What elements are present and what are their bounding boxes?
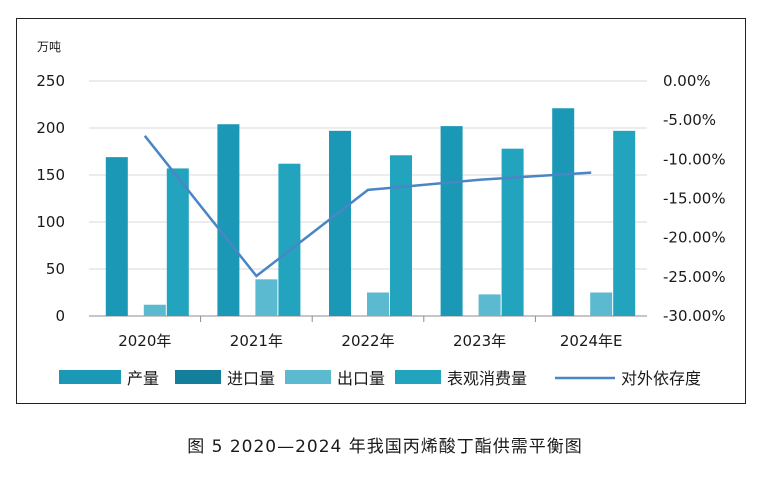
x-tick-label: 2022年 [341,332,394,350]
bar-表观消费量 [166,168,189,316]
y-left-tick-label: 0 [55,307,65,325]
line-对外依存度 [143,135,592,278]
y-right-tick-label: -25.00% [663,268,726,286]
y-left-tick-label: 150 [36,166,65,184]
bar-产量 [217,124,240,317]
y-left-tick-label: 200 [36,119,65,137]
bar-出口量 [478,294,501,316]
bar-表观消费量 [390,155,412,316]
bar-表观消费量 [278,163,301,316]
x-tick-label: 2023年 [453,332,506,350]
bar-出口量 [367,292,389,316]
bar-表观消费量 [613,130,636,316]
y-right-tick-label: -10.00% [663,150,726,168]
legend-label: 出口量 [337,369,385,388]
legend-swatch [59,370,121,384]
bar-出口量 [255,279,278,316]
legend-label: 对外依存度 [621,369,701,388]
y-right-tick-label: -5.00% [663,111,716,129]
bar-产量 [440,126,463,317]
chart-frame: 0 50 100 150 200 250 0.00% -5.00% -10.00% -15.00%… [16,18,746,404]
figure-caption: 图 5 2020—2024 年我国丙烯酸丁酯供需平衡图 [187,437,583,457]
y-left-unit-label: 万吨 [37,40,61,54]
y-right-tick-label: -15.00% [663,190,726,208]
y-left-tick-label: 100 [36,213,65,231]
y-left-tick-label: 50 [46,260,65,278]
chart: 0 50 100 150 200 250 0.00% -5.00% -10.00% -15.00%… [36,40,726,388]
y-right-tick-label: -20.00% [663,229,726,247]
legend-label: 产量 [127,369,159,388]
y-left-tick-label: 250 [36,72,65,90]
bar-产量 [105,157,128,316]
y-right-tick-label: 0.00% [663,72,711,90]
legend-swatch [285,370,331,384]
x-tick-label: 2020年 [118,332,171,350]
x-tick-label: 2021年 [230,332,283,350]
legend-label: 表观消费量 [447,369,527,388]
legend-label: 进口量 [227,369,275,388]
legend-swatch [395,370,441,384]
legend-swatch [175,370,221,384]
bar-出口量 [590,292,613,316]
bar-产量 [329,130,351,316]
bar-产量 [552,108,575,316]
x-tick-label: 2024年E [560,332,623,350]
bar-表观消费量 [501,148,524,316]
y-right-tick-label: -30.00% [663,307,726,325]
bar-出口量 [143,304,166,316]
